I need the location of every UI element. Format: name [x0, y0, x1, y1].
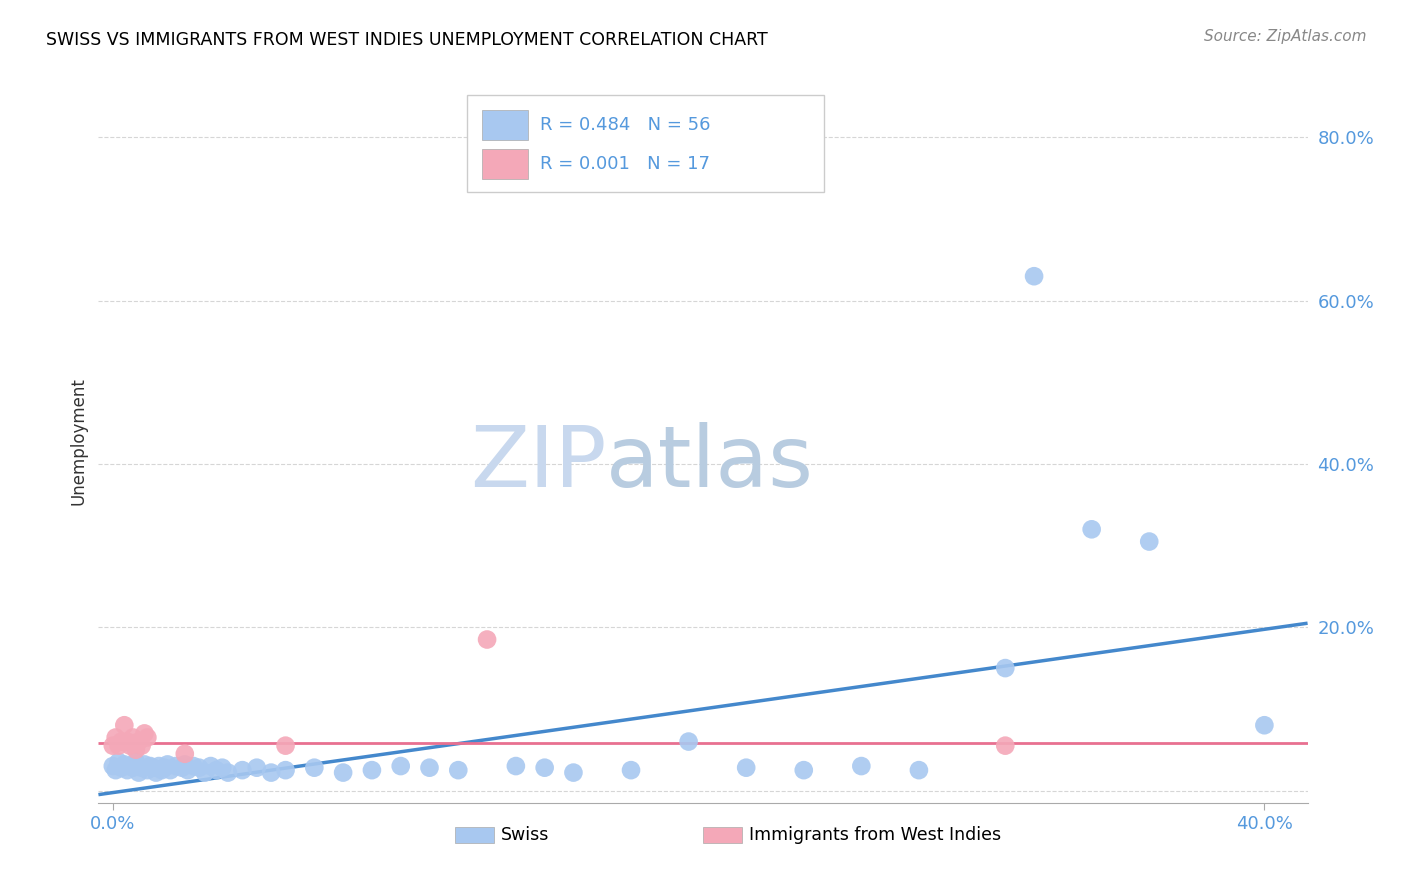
Point — [231, 763, 253, 777]
Point — [304, 761, 326, 775]
Text: ZIP: ZIP — [470, 422, 606, 505]
Point — [110, 734, 132, 748]
Point — [122, 731, 145, 745]
Point — [176, 763, 198, 777]
FancyBboxPatch shape — [482, 149, 527, 179]
Text: Immigrants from West Indies: Immigrants from West Indies — [749, 826, 1001, 844]
Point — [148, 759, 170, 773]
Point — [200, 759, 222, 773]
Point — [620, 763, 643, 777]
Point — [104, 763, 127, 777]
Y-axis label: Unemployment: Unemployment — [69, 377, 87, 506]
Point — [120, 759, 142, 773]
Point — [211, 761, 233, 775]
Point — [562, 765, 585, 780]
Point — [194, 765, 217, 780]
Point — [793, 763, 815, 777]
Point — [101, 739, 124, 753]
Point — [447, 763, 470, 777]
Point — [1022, 269, 1045, 284]
Point — [145, 765, 167, 780]
Text: Source: ZipAtlas.com: Source: ZipAtlas.com — [1204, 29, 1367, 44]
Point — [104, 731, 127, 745]
Point — [125, 743, 148, 757]
Point — [112, 718, 135, 732]
Point — [115, 734, 138, 748]
Text: Swiss: Swiss — [501, 826, 550, 844]
Point — [101, 759, 124, 773]
Point — [173, 757, 195, 772]
Point — [115, 763, 138, 777]
Point — [170, 761, 193, 775]
Point — [505, 759, 527, 773]
Point — [112, 757, 135, 772]
Point — [165, 759, 187, 773]
Point — [1137, 534, 1160, 549]
Point — [142, 761, 165, 775]
Point — [735, 761, 758, 775]
FancyBboxPatch shape — [467, 95, 824, 193]
Point — [1080, 522, 1102, 536]
Point — [134, 757, 156, 772]
Point — [994, 739, 1017, 753]
Point — [418, 761, 440, 775]
Point — [1253, 718, 1275, 732]
Text: SWISS VS IMMIGRANTS FROM WEST INDIES UNEMPLOYMENT CORRELATION CHART: SWISS VS IMMIGRANTS FROM WEST INDIES UNE… — [46, 31, 768, 49]
Point — [908, 763, 931, 777]
Point — [120, 739, 142, 753]
Point — [128, 765, 150, 780]
Point — [274, 739, 297, 753]
Point — [128, 734, 150, 748]
Point — [156, 757, 179, 772]
Point — [188, 761, 211, 775]
Point — [533, 761, 555, 775]
Point — [107, 739, 129, 753]
Point — [183, 759, 205, 773]
Point — [389, 759, 412, 773]
Point — [134, 726, 156, 740]
Point — [159, 763, 181, 777]
Point — [246, 761, 269, 775]
Point — [994, 661, 1017, 675]
Text: R = 0.001   N = 17: R = 0.001 N = 17 — [540, 155, 710, 173]
Point — [125, 755, 148, 769]
Point — [260, 765, 283, 780]
Point — [173, 747, 195, 761]
Point — [136, 731, 159, 745]
Point — [217, 765, 239, 780]
Point — [131, 761, 153, 775]
Point — [153, 761, 176, 775]
Point — [475, 632, 498, 647]
Point — [107, 755, 129, 769]
Point — [332, 765, 354, 780]
Point — [110, 761, 132, 775]
Point — [131, 739, 153, 753]
Point — [150, 763, 173, 777]
Point — [678, 734, 700, 748]
Point — [205, 763, 228, 777]
Text: R = 0.484   N = 56: R = 0.484 N = 56 — [540, 116, 710, 134]
Point — [136, 763, 159, 777]
FancyBboxPatch shape — [456, 827, 494, 843]
Point — [361, 763, 384, 777]
FancyBboxPatch shape — [703, 827, 742, 843]
Point — [122, 761, 145, 775]
Point — [851, 759, 873, 773]
Point — [274, 763, 297, 777]
Text: atlas: atlas — [606, 422, 814, 505]
Point — [139, 759, 162, 773]
FancyBboxPatch shape — [482, 110, 527, 140]
